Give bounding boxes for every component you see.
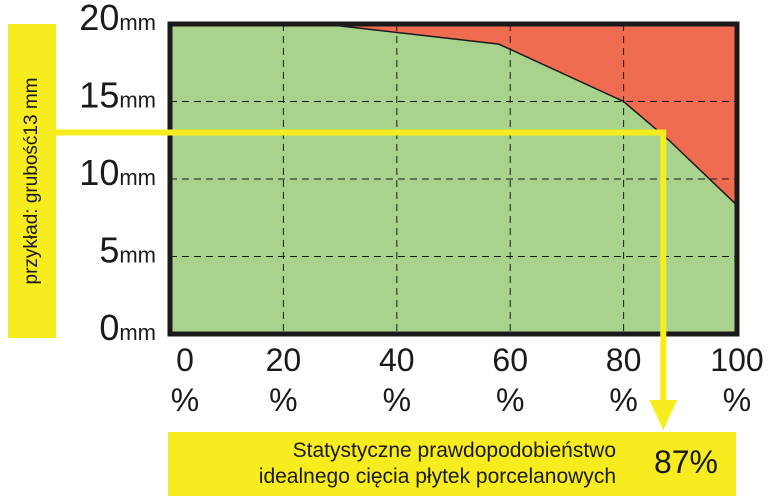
y-tick-label: 10mm (79, 152, 156, 193)
y-tick-label: 20mm (79, 0, 156, 38)
x-tick-unit: % (269, 382, 297, 418)
y-tick-label: 5mm (99, 230, 156, 271)
x-tick-unit: % (723, 382, 751, 418)
example-guide-line (56, 129, 667, 402)
example-thickness-label: przykład: grubość13 mm (8, 24, 56, 338)
result-line-2: idealnego cięcia płytek porcelanowych (258, 465, 616, 488)
x-tick-label: 40 (379, 342, 415, 378)
example-arrowhead (649, 400, 678, 430)
x-tick-unit: % (383, 382, 411, 418)
result-value: 87% (653, 444, 718, 480)
x-axis-ticks: 0% 20% 40% 60% 80% 100% (171, 342, 764, 418)
y-axis-ticks: 20mm 15mm 10mm 5mm 0mm (79, 0, 156, 348)
x-tick-label: 0 (176, 342, 194, 378)
x-tick-label: 80 (606, 342, 642, 378)
y-tick-label: 0mm (99, 307, 156, 348)
grid-lines (170, 24, 737, 334)
result-line-1: Statystyczne prawdopodobieństwo (292, 439, 616, 462)
result-description: Statystyczne prawdopodobieństwo idealneg… (259, 438, 616, 490)
example-thickness-text: przykład: grubość13 mm (21, 77, 42, 285)
x-tick-unit: % (496, 382, 524, 418)
y-tick-label: 15mm (79, 75, 156, 116)
x-tick-label: 20 (266, 342, 302, 378)
x-tick-label: 100 (710, 342, 763, 378)
x-tick-unit: % (609, 382, 637, 418)
x-tick-unit: % (171, 382, 199, 418)
x-tick-label: 60 (492, 342, 528, 378)
result-box: Statystyczne prawdopodobieństwo idealneg… (168, 432, 736, 496)
plot-frame (167, 21, 740, 337)
